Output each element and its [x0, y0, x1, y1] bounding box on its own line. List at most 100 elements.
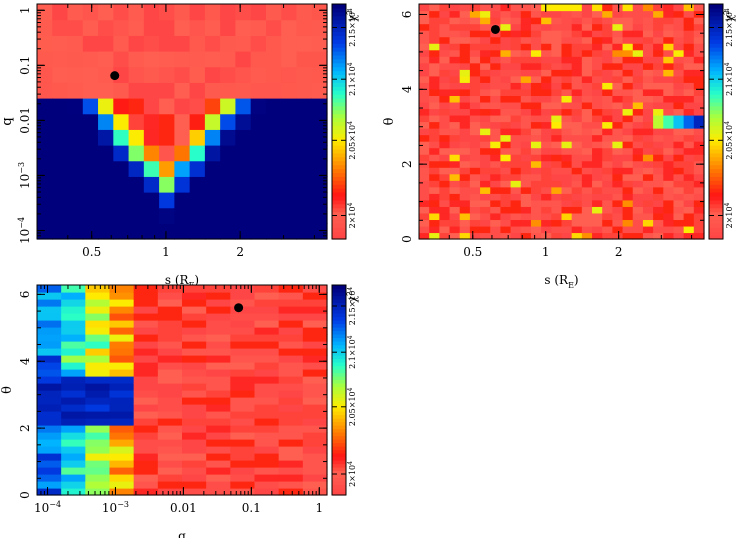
heatmap-cell	[182, 397, 207, 405]
heatmap-cell	[82, 98, 99, 115]
heatmap-cell	[449, 186, 461, 194]
heatmap-cell	[663, 95, 675, 103]
heatmap-cell	[693, 23, 705, 31]
heatmap-cell	[571, 121, 583, 129]
heatmap-cell	[592, 206, 603, 214]
heatmap-cell	[419, 23, 430, 31]
heatmap-cell	[683, 114, 695, 123]
heatmap-cell	[159, 160, 175, 177]
heatmap-cell	[490, 4, 502, 12]
heatmap-cell	[52, 19, 69, 36]
heatmap-cell	[459, 108, 471, 116]
heatmap-cell	[157, 488, 183, 496]
heatmap-cell	[302, 355, 328, 363]
colorbar-segment	[709, 82, 723, 87]
heatmap-cell	[37, 397, 62, 405]
heatmap-cell	[653, 101, 664, 110]
heatmap-cell	[37, 348, 62, 356]
colorbar-segment	[332, 148, 346, 154]
colorbar-label-exponent: 2	[346, 291, 354, 295]
heatmap-cell	[157, 285, 183, 293]
heatmap-cell	[37, 390, 62, 398]
heatmap-cell	[693, 88, 705, 96]
heatmap-cell	[571, 49, 583, 57]
heatmap-cell	[82, 19, 99, 36]
heatmap-cell	[113, 82, 130, 99]
heatmap-cell	[250, 113, 267, 130]
heatmap-cell	[157, 418, 183, 426]
heatmap-cell	[561, 82, 573, 90]
heatmap-cell	[693, 121, 705, 129]
heatmap-cell	[113, 176, 130, 193]
heatmap-cell	[469, 36, 481, 44]
heatmap-cell	[571, 206, 583, 214]
heatmap-cell	[693, 62, 705, 70]
heatmap-cell	[642, 219, 654, 227]
heatmap-cell	[693, 114, 705, 123]
heatmap-cell	[581, 62, 593, 70]
heatmap-cell	[520, 121, 532, 129]
heatmap-cell	[673, 199, 685, 207]
heatmap-cell	[278, 334, 304, 342]
heatmap-cell	[581, 212, 593, 221]
heatmap-cell	[530, 160, 542, 168]
heatmap-cell	[571, 232, 583, 240]
heatmap-cell	[182, 390, 207, 398]
heatmap-cell	[459, 43, 471, 51]
x-tick-label: 0.1	[242, 501, 261, 515]
heatmap-cell	[296, 4, 313, 21]
heatmap-cell	[459, 121, 471, 129]
heatmap-cell	[673, 160, 685, 168]
heatmap-cell	[278, 285, 304, 293]
heatmap-cell	[551, 225, 563, 234]
heatmap-cell	[520, 219, 532, 227]
heatmap-cell	[469, 95, 481, 103]
heatmap-cell	[230, 285, 256, 293]
heatmap-cell	[109, 327, 135, 335]
heatmap-cell	[622, 36, 634, 44]
heatmap-cell	[61, 320, 86, 328]
heatmap-cell	[85, 404, 111, 412]
heatmap-cell	[653, 225, 664, 234]
heatmap-cell	[85, 460, 111, 468]
heatmap-cell	[109, 376, 135, 384]
heatmap-cell	[37, 113, 53, 130]
heatmap-cell	[642, 108, 654, 116]
colorbar-segment	[332, 7, 346, 13]
colorbar-segment	[709, 58, 723, 64]
heatmap-cell	[500, 121, 512, 129]
colorbar-segment	[332, 393, 346, 398]
heatmap-cell	[561, 17, 573, 25]
heatmap-cell	[281, 82, 298, 99]
heatmap-cell	[67, 113, 84, 130]
colorbar-segment	[332, 386, 346, 391]
heatmap-cell	[311, 160, 328, 177]
colorbar-segment	[332, 376, 346, 381]
heatmap-cell	[561, 56, 573, 64]
heatmap-cell	[85, 292, 111, 300]
heatmap-cell	[592, 199, 603, 207]
heatmap-cell	[98, 51, 114, 68]
heatmap-cell	[500, 193, 512, 201]
colorbar-tick-exponent: 4	[347, 287, 354, 291]
heatmap-cell	[683, 69, 695, 77]
heatmap-cell	[520, 186, 532, 194]
heatmap-cell	[622, 108, 634, 116]
heatmap-cell	[683, 128, 695, 136]
heatmap-cell	[520, 160, 532, 168]
heatmap-cell	[37, 488, 62, 496]
heatmap-cell	[530, 167, 542, 175]
heatmap-cell	[189, 35, 206, 52]
heatmap-cell	[419, 17, 430, 25]
heatmap-cell	[622, 121, 634, 129]
heatmap-cell	[278, 390, 304, 398]
heatmap-cell	[622, 95, 634, 103]
heatmap-cell	[206, 334, 231, 342]
heatmap-cell	[182, 341, 207, 349]
heatmap-cell	[296, 145, 313, 162]
heatmap-cell	[642, 193, 654, 201]
heatmap-cell	[551, 121, 563, 129]
heatmap-cell	[663, 17, 675, 25]
heatmap-cell	[530, 69, 542, 77]
heatmap-cell	[109, 453, 135, 461]
